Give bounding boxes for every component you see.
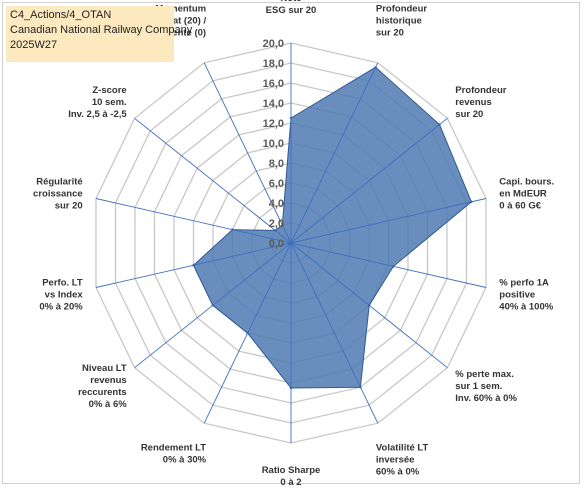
axis-label: Capi. bours. en MdEUR 0 à 60 G€	[499, 176, 554, 211]
axis-spoke	[203, 62, 292, 244]
axis-spoke	[95, 198, 292, 244]
axis-label: NoteESG sur 20	[266, 0, 317, 16]
tick-label: 8,0	[269, 158, 284, 170]
axis-spoke	[290, 242, 379, 424]
tick-label: 18,0	[263, 58, 284, 70]
axis-label: Ratio Sharpe 0 à 2	[262, 465, 321, 488]
tick-label: 12,0	[263, 118, 284, 130]
axis-spoke	[290, 198, 487, 244]
tick-label: 16,0	[263, 78, 284, 90]
axis-label: % perfo 1A positive 40% à 100%	[499, 278, 553, 313]
tick-label: 2,0	[269, 218, 284, 230]
tick-label: 20,0	[263, 38, 284, 50]
axis-label: Profondeur historique sur 20	[376, 4, 427, 39]
chart-header: C4_Actions/4_OTAN Canadian National Rail…	[6, 6, 193, 62]
axis-label: % perte max. sur 1 sem. Inv. 60% à 0%	[455, 369, 517, 404]
axis-spoke	[290, 242, 448, 369]
header-line-1: C4_Actions/4_OTAN	[10, 9, 112, 21]
axis-label: Volatilité LT inversée 60% à 0%	[376, 442, 429, 477]
tick-label: 6,0	[269, 178, 284, 190]
axis-label: Profondeur revenus sur 20	[455, 85, 506, 120]
axis-spoke	[290, 117, 448, 244]
axis-label: Niveau LT revenus reccurents 0% à 6%	[78, 363, 127, 410]
axis-label: Rendement LT 0% à 30%	[141, 442, 207, 465]
axis-label: Perfo. LT vs Index 0% à 20%	[39, 278, 83, 313]
tick-label: 0,0	[269, 238, 284, 250]
tick-label: 4,0	[269, 198, 284, 210]
header-line-2: Canadian National Railway Company	[10, 24, 193, 36]
axis-spoke	[95, 242, 292, 288]
header-line-3: 2025W27	[10, 39, 58, 51]
axis-spoke	[290, 242, 487, 288]
axis-label: Z-score 10 sem. Inv. 2,5 à -2,5	[68, 85, 127, 120]
axis-spoke	[203, 242, 292, 424]
axis-label: Régularité croissance sur 20	[33, 176, 83, 211]
tick-label: 14,0	[263, 98, 284, 110]
axis-label: Momentum Achat (20) / Vente (0)	[155, 4, 207, 39]
axis-spoke	[134, 117, 292, 244]
axis-spoke	[134, 242, 292, 369]
axis-spoke	[290, 62, 379, 244]
tick-label: 10,0	[263, 138, 284, 150]
